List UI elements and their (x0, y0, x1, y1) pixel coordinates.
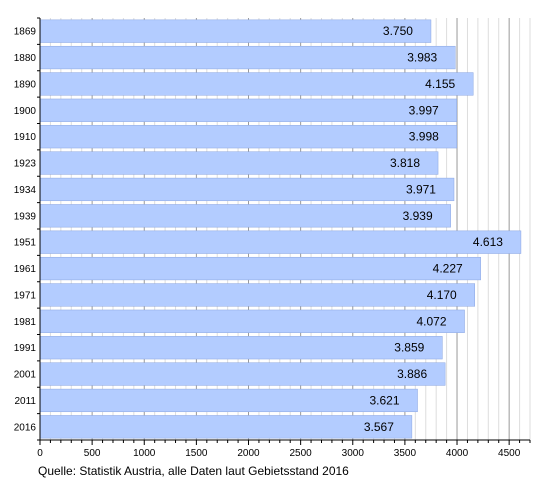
value-label-2016: 3.567 (364, 420, 394, 434)
x-tick-label-0: 0 (37, 448, 43, 459)
x-tick-label-2000: 2000 (237, 448, 260, 459)
x-tick-label-3500: 3500 (394, 448, 417, 459)
category-label-2001: 2001 (14, 370, 37, 381)
bar-2011 (39, 388, 418, 413)
bars: 3.750 3.983 4.155 3.997 3.998 3.818 3.971 3.939… (39, 19, 522, 439)
x-tick-label-1000: 1000 (133, 448, 156, 459)
x-tick-label-3000: 3000 (342, 448, 365, 459)
category-label-1890: 1890 (14, 79, 37, 90)
category-label-1880: 1880 (14, 53, 37, 64)
value-label-1869: 3.750 (383, 24, 413, 38)
value-label-1951: 4.613 (473, 235, 503, 249)
category-label-1910: 1910 (14, 132, 37, 143)
value-label-1890: 4.155 (425, 77, 455, 91)
value-label-2011: 3.621 (369, 393, 399, 407)
bar-2016 (39, 415, 413, 439)
value-label-1923: 3.818 (390, 156, 420, 170)
value-label-1934: 3.971 (406, 182, 436, 196)
category-label-1961: 1961 (14, 264, 37, 275)
bar-1981 (39, 309, 465, 333)
value-label-1961: 4.227 (433, 262, 463, 276)
bar-1910 (39, 125, 458, 149)
category-label-1869: 1869 (14, 27, 37, 38)
x-tick-label-1500: 1500 (185, 448, 208, 459)
bar-1869 (39, 19, 432, 43)
x-tick-label-500: 500 (84, 448, 101, 459)
value-label-1981: 4.072 (416, 314, 446, 328)
category-label-1971: 1971 (14, 290, 37, 301)
bar-1923 (39, 151, 439, 175)
category-label-1900: 1900 (14, 106, 37, 117)
value-label-1910: 3.998 (409, 130, 439, 144)
value-label-1991: 3.859 (394, 341, 424, 355)
bar-1934 (39, 177, 455, 202)
bar-2001 (39, 362, 446, 386)
category-label-1923: 1923 (14, 159, 37, 170)
bar-1991 (39, 336, 443, 360)
bar-1939 (39, 204, 451, 228)
x-tick-label-4500: 4500 (498, 448, 521, 459)
x-tick-label-4000: 4000 (446, 448, 469, 459)
category-label-2011: 2011 (14, 396, 36, 407)
value-label-1880: 3.983 (407, 51, 437, 65)
category-label-2016: 2016 (14, 422, 37, 433)
category-label-1939: 1939 (14, 211, 37, 222)
bar-1971 (39, 283, 475, 307)
bar-1880 (39, 45, 456, 70)
x-tick-label-2500: 2500 (290, 448, 313, 459)
value-label-2001: 3.886 (397, 367, 427, 381)
category-label-1951: 1951 (14, 238, 37, 249)
value-label-1900: 3.997 (409, 103, 439, 117)
bar-1961 (39, 256, 481, 281)
bar-1890 (39, 72, 474, 96)
category-label-1981: 1981 (14, 317, 37, 328)
value-label-1939: 3.939 (403, 209, 433, 223)
bar-1900 (39, 98, 457, 122)
source-note: Quelle: Statistik Austria, alle Daten la… (38, 464, 349, 478)
value-label-1971: 4.170 (427, 288, 457, 302)
category-label-1934: 1934 (14, 185, 37, 196)
bar-1951 (39, 230, 522, 254)
category-label-1991: 1991 (14, 343, 37, 354)
axes: 1869 1880 1890 1900 1910 1923 1934 1939 1951 1961… (14, 17, 531, 459)
